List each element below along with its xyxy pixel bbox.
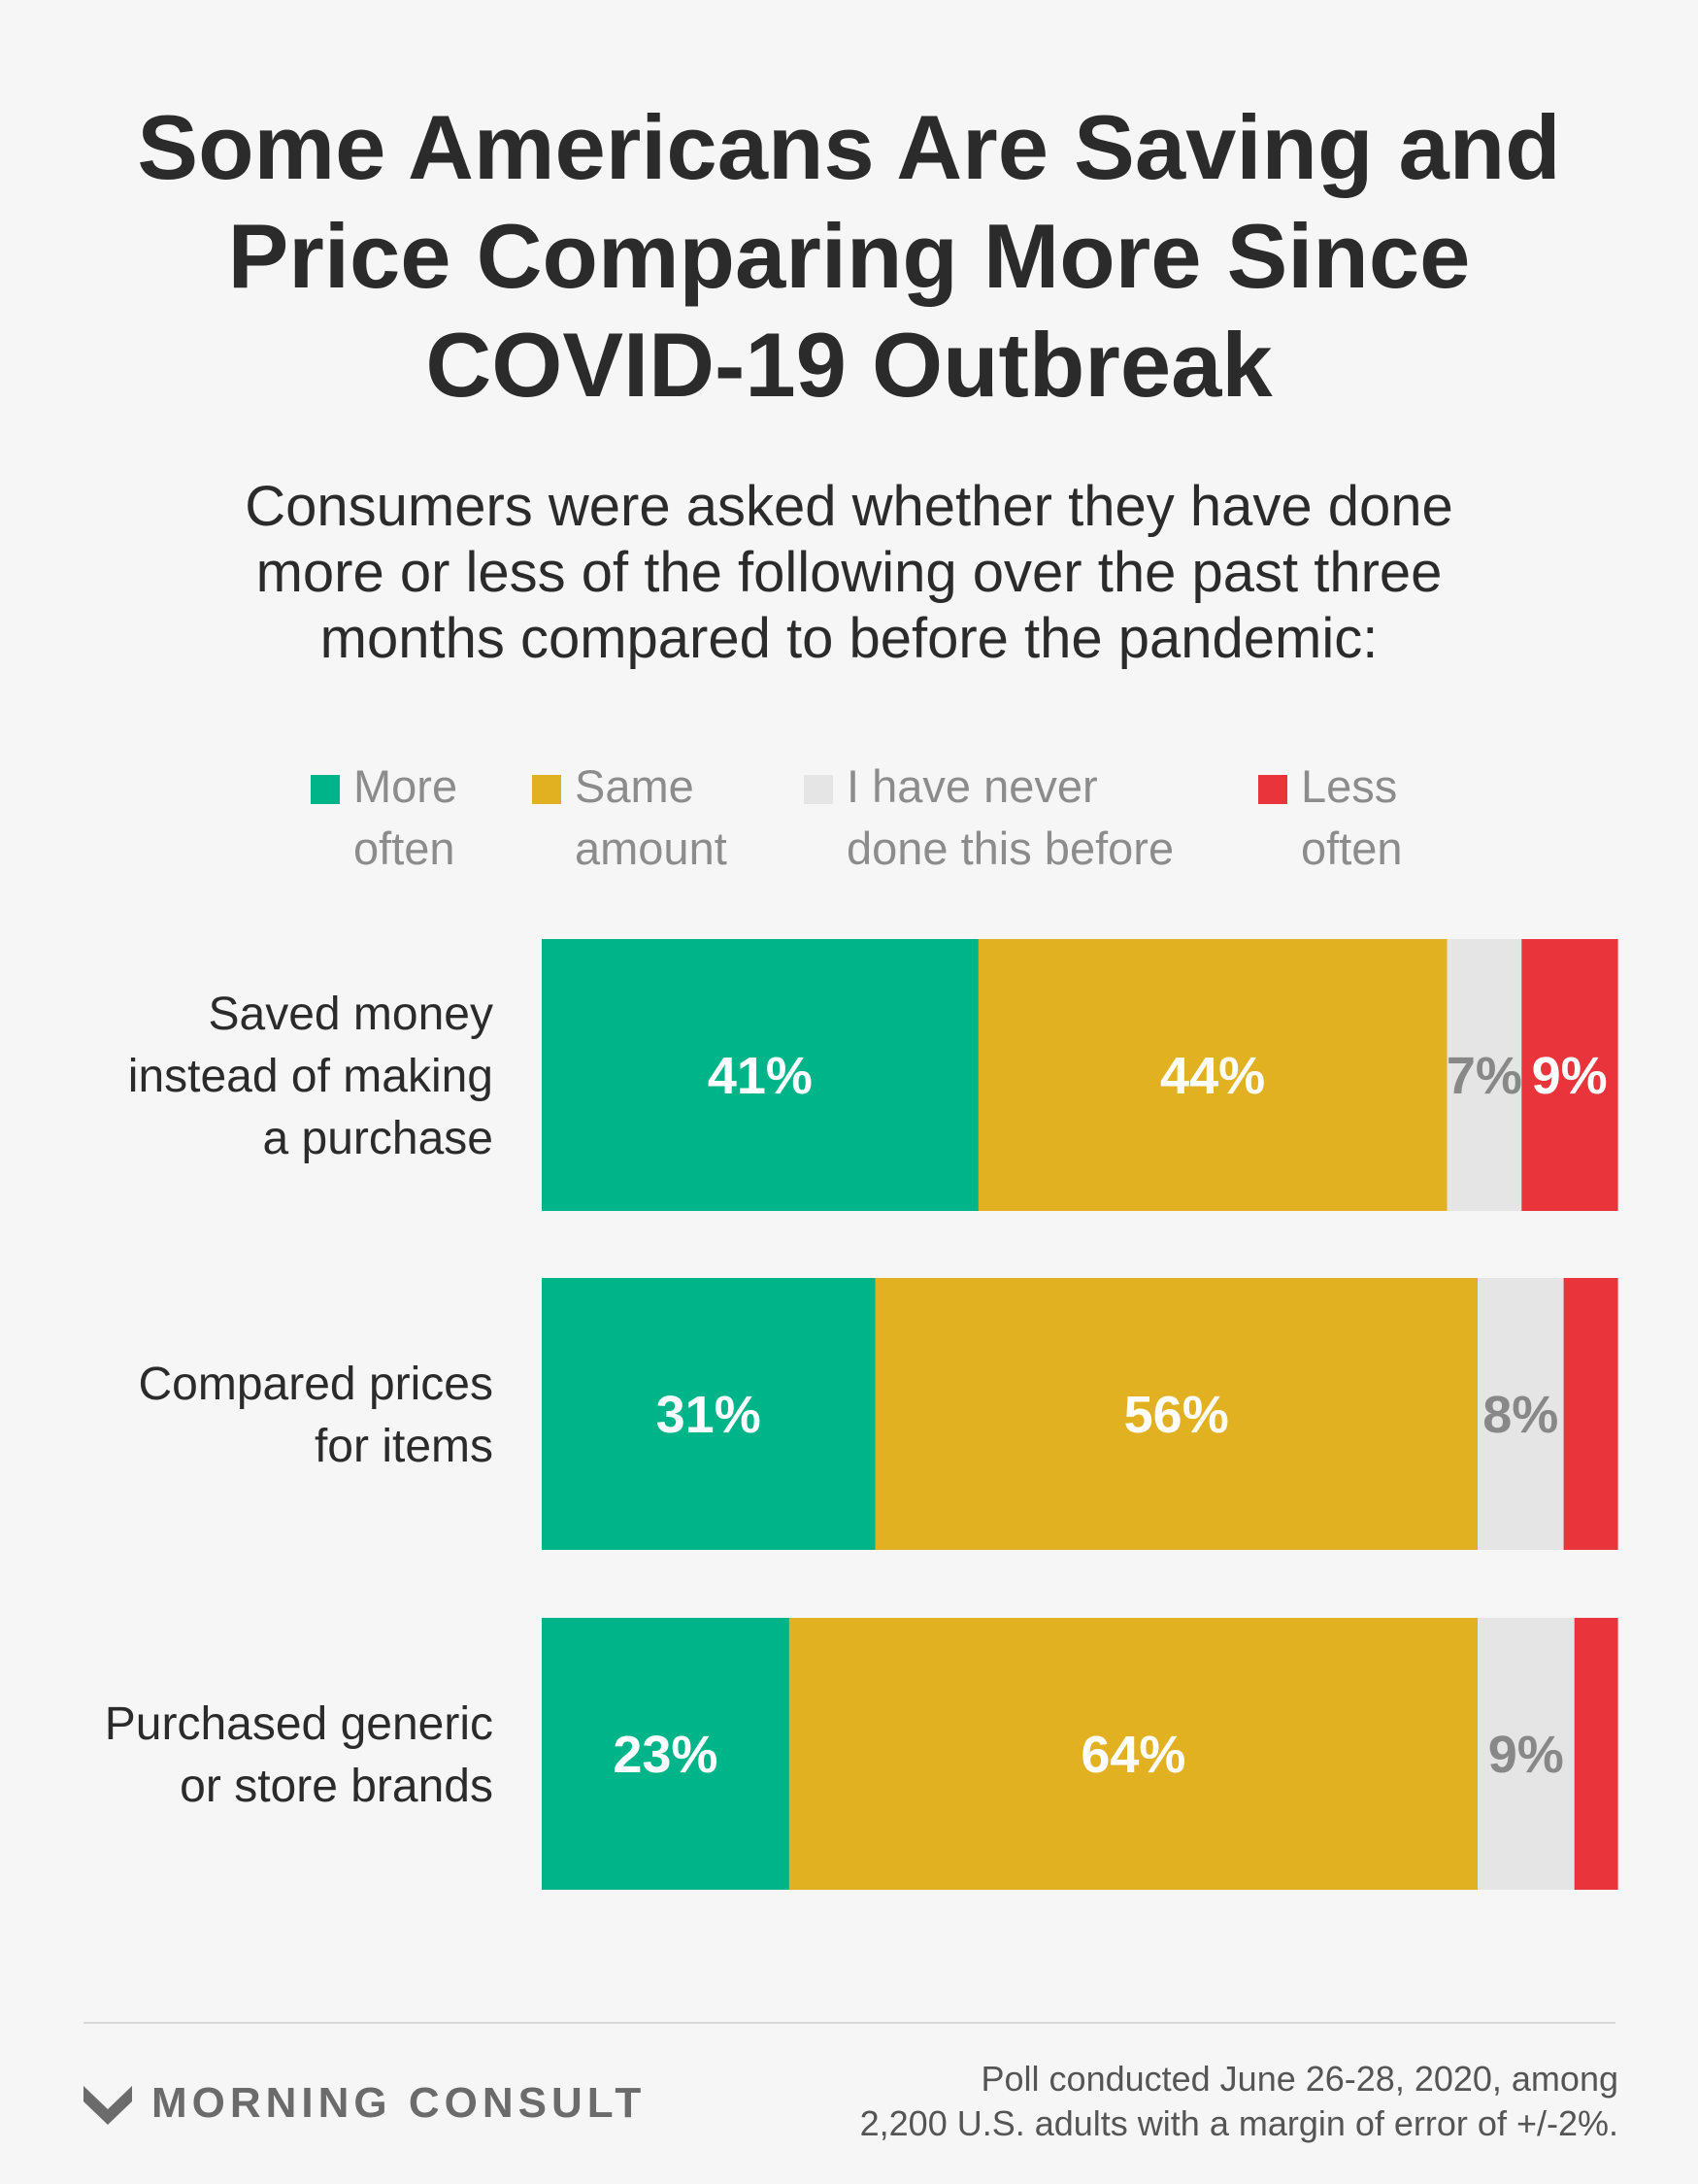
- legend-swatch-more-often: [311, 775, 340, 804]
- footnote: Poll conducted June 26-28, 2020, among 2…: [745, 2057, 1618, 2146]
- category-label-2: for items: [315, 1421, 493, 1472]
- chart-legend: More often Same amount I have never done th…: [0, 756, 1698, 891]
- bar-segment-never-3: [1478, 1618, 1576, 1890]
- footer-divider: [83, 2022, 1615, 2024]
- footnote-line: 2,200 U.S. adults with a margin of error…: [859, 2103, 1618, 2143]
- legend-label-same-amount: Same amount: [575, 760, 727, 874]
- bar-segment-less-1: [1521, 939, 1618, 1211]
- bar-segment-less-2: [1563, 1278, 1618, 1550]
- legend-swatch-never-done: [804, 775, 833, 804]
- data-label-less-1: 9%: [1532, 1047, 1608, 1105]
- subtitle-line: months compared to before the pandemic:: [319, 607, 1379, 670]
- legend-swatch-same-amount: [532, 775, 561, 804]
- category-label-3: or store brands: [180, 1761, 493, 1812]
- bar-segment-same-3: [788, 1618, 1479, 1890]
- data-label-more-2: 31%: [656, 1386, 761, 1444]
- data-label-same-3: 64%: [1081, 1726, 1185, 1784]
- data-label-more-3: 23%: [613, 1726, 717, 1784]
- title-line: Some Americans Are Saving and: [137, 96, 1561, 198]
- chart-title: Some Americans Are Saving and Price Comp…: [58, 93, 1640, 420]
- bar-segment-less-3: [1574, 1618, 1618, 1890]
- category-label-1: Saved money: [208, 989, 493, 1040]
- bar-segment-more-1: [542, 939, 980, 1211]
- bar-segment-never-1: [1447, 939, 1522, 1211]
- data-label-more-1: 41%: [708, 1047, 813, 1105]
- data-label-never-1: 7%: [1447, 1047, 1522, 1105]
- legend-label-less-often: Less often: [1301, 760, 1403, 874]
- bar-segment-same-2: [875, 1278, 1479, 1550]
- legend-label-never-done: I have never done this before: [847, 760, 1175, 874]
- data-label-same-1: 44%: [1160, 1047, 1265, 1105]
- footnote-line: Poll conducted June 26-28, 2020, among: [981, 2059, 1618, 2099]
- subtitle-line: Consumers were asked whether they have d…: [245, 475, 1453, 538]
- subtitle-line: more or less of the following over the p…: [255, 541, 1443, 604]
- data-label-never-3: 9%: [1488, 1726, 1564, 1784]
- legend-label-more-often: More often: [353, 760, 458, 874]
- morning-consult-logo-icon: [83, 2086, 132, 2125]
- category-label-1: a purchase: [263, 1113, 494, 1164]
- category-label-2: Compared prices: [139, 1359, 493, 1410]
- data-label-same-2: 56%: [1124, 1386, 1229, 1444]
- title-line: Price Comparing More Since: [227, 205, 1471, 307]
- chart-subtitle: Consumers were asked whether they have d…: [117, 474, 1581, 672]
- brand-name: MORNING CONSULT: [151, 2079, 647, 2127]
- bar-segment-more-3: [542, 1618, 790, 1890]
- bar-segment-never-2: [1478, 1278, 1565, 1550]
- bar-segment-more-2: [542, 1278, 877, 1550]
- title-line: COVID-19 Outbreak: [425, 314, 1273, 416]
- legend-swatch-less-often: [1258, 775, 1287, 804]
- category-label-3: Purchased generic: [105, 1698, 493, 1750]
- bar-segment-same-1: [978, 939, 1448, 1211]
- category-label-1: instead of making: [128, 1051, 493, 1102]
- data-label-never-2: 8%: [1482, 1386, 1558, 1444]
